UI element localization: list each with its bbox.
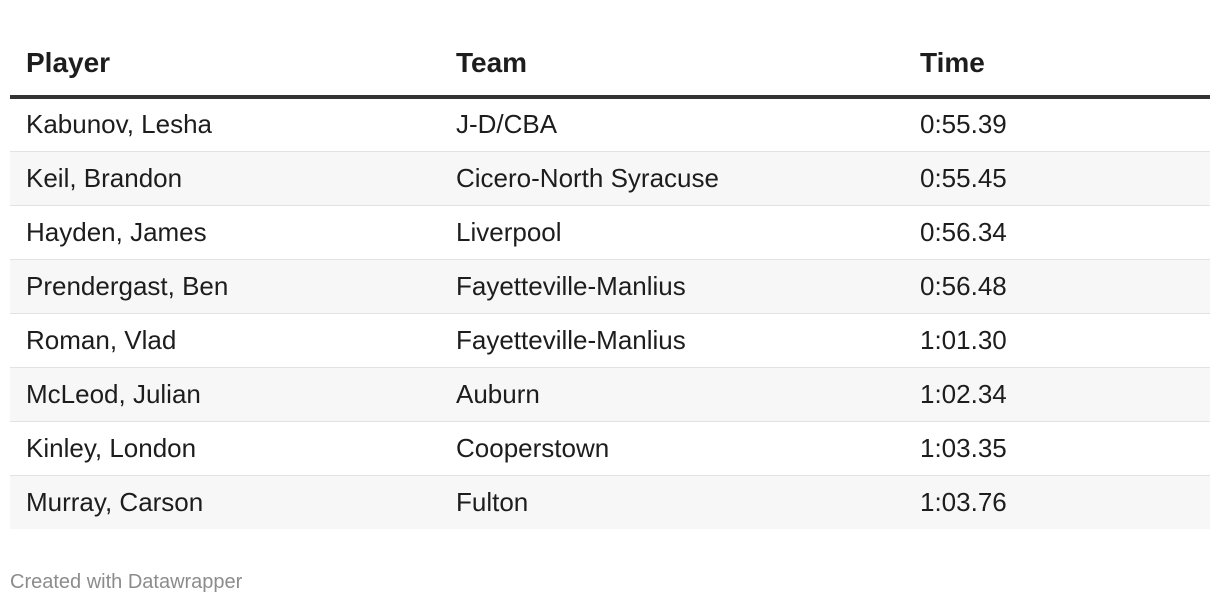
time-cell: 0:56.48 [904, 259, 1210, 314]
team-cell: J-D/CBA [440, 97, 904, 152]
player-cell: Kabunov, Lesha [10, 97, 440, 152]
table-header-row: Player Team Time [10, 30, 1210, 99]
player-cell: Hayden, James [10, 205, 440, 260]
table-row: Keil, Brandon Cicero-North Syracuse 0:55.4… [10, 151, 1210, 206]
player-cell: McLeod, Julian [10, 367, 440, 422]
player-cell: Keil, Brandon [10, 151, 440, 206]
table-row: McLeod, Julian Auburn 1:02.34 [10, 367, 1210, 422]
player-cell: Prendergast, Ben [10, 259, 440, 314]
column-header-player: Player [10, 30, 440, 99]
results-table: Player Team Time Kabunov, Lesha J-D/CBA 0:… [10, 30, 1210, 529]
time-cell: 0:55.45 [904, 151, 1210, 206]
table-row: Kabunov, Lesha J-D/CBA 0:55.39 [10, 97, 1210, 152]
team-cell: Fayetteville-Manlius [440, 259, 904, 314]
team-cell: Cooperstown [440, 421, 904, 476]
team-cell: Auburn [440, 367, 904, 422]
player-cell: Murray, Carson [10, 475, 440, 529]
datawrapper-credit[interactable]: Created with Datawrapper [10, 571, 243, 593]
player-cell: Roman, Vlad [10, 313, 440, 368]
table-body: Kabunov, Lesha J-D/CBA 0:55.39 Keil, Brando… [10, 97, 1210, 529]
table-row: Roman, Vlad Fayetteville-Manlius 1:01.30 [10, 313, 1210, 368]
time-cell: 1:03.76 [904, 475, 1210, 529]
column-header-team: Team [440, 30, 904, 99]
table-row: Kinley, London Cooperstown 1:03.35 [10, 421, 1210, 476]
time-cell: 0:56.34 [904, 205, 1210, 260]
team-cell: Cicero-North Syracuse [440, 151, 904, 206]
table-row: Prendergast, Ben Fayetteville-Manlius 0:56… [10, 259, 1210, 314]
time-cell: 1:03.35 [904, 421, 1210, 476]
table-row: Hayden, James Liverpool 0:56.34 [10, 205, 1210, 260]
column-header-time: Time [904, 30, 1210, 99]
team-cell: Fayetteville-Manlius [440, 313, 904, 368]
time-cell: 0:55.39 [904, 97, 1210, 152]
player-cell: Kinley, London [10, 421, 440, 476]
time-cell: 1:01.30 [904, 313, 1210, 368]
team-cell: Fulton [440, 475, 904, 529]
team-cell: Liverpool [440, 205, 904, 260]
results-table-container: Player Team Time Kabunov, Lesha J-D/CBA 0:… [10, 30, 1210, 529]
table-row: Murray, Carson Fulton 1:03.76 [10, 475, 1210, 529]
time-cell: 1:02.34 [904, 367, 1210, 422]
